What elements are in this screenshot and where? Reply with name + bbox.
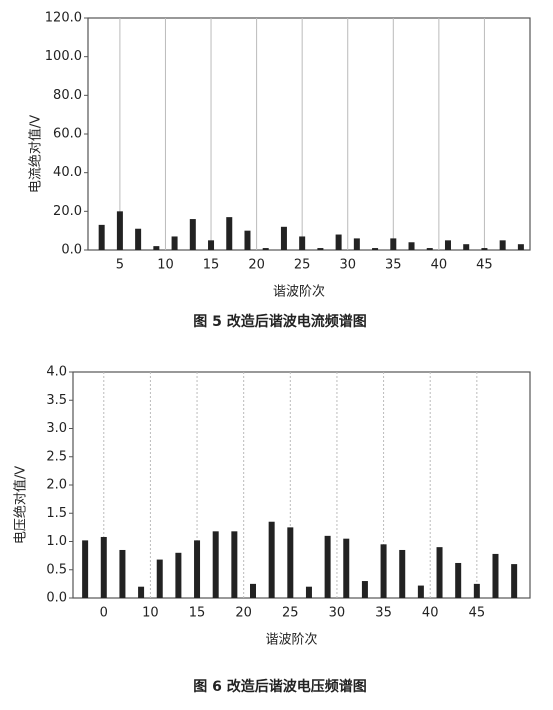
x-tick-label: 15 [189, 606, 206, 621]
x-axis-label: 谐波阶次 [265, 632, 317, 648]
x-tick-label: 35 [375, 606, 392, 621]
x-tick-label: 30 [329, 606, 346, 621]
bar [455, 562, 462, 598]
x-tick-label: 35 [385, 258, 402, 273]
bar [517, 244, 524, 250]
y-tick-label: 0.5 [46, 562, 67, 577]
bar [100, 536, 107, 598]
x-axis-label: 谐波阶次 [273, 284, 325, 300]
plot-area [72, 371, 531, 599]
bar [473, 583, 480, 598]
y-tick-label: 80.0 [53, 88, 82, 103]
bar [244, 230, 251, 250]
y-tick-label: 40.0 [53, 165, 82, 180]
x-tick-label: 10 [157, 258, 174, 273]
bar [135, 228, 142, 250]
bar [426, 248, 433, 250]
bar [175, 552, 182, 598]
y-tick-label: 4.0 [46, 365, 67, 380]
bar [171, 236, 178, 250]
y-tick-label: 1.0 [46, 534, 67, 549]
bar [119, 549, 126, 598]
bar [156, 559, 163, 598]
caption: 图 5 改造后谐波电流频谱图 [193, 313, 367, 330]
y-axis-label: 电压绝对值/V [13, 466, 29, 544]
x-tick-label: 5 [116, 258, 124, 273]
bar [280, 226, 287, 250]
bar [399, 549, 406, 598]
bar [463, 244, 470, 250]
x-tick-label: 0 [100, 606, 108, 621]
y-tick-label: 2.0 [46, 478, 67, 493]
caption: 图 6 改造后谐波电压频谱图 [193, 678, 367, 695]
bar [343, 538, 350, 598]
bar [231, 531, 238, 598]
bar [372, 248, 379, 250]
x-tick-label: 20 [235, 606, 252, 621]
x-tick-label: 40 [431, 258, 448, 273]
x-tick-label: 10 [142, 606, 159, 621]
y-tick-label: 120.0 [45, 11, 82, 26]
bar [287, 527, 294, 598]
y-tick-label: 2.5 [46, 449, 67, 464]
bar [153, 246, 160, 250]
bar [138, 586, 145, 598]
bar [511, 564, 518, 598]
x-tick-label: 45 [476, 258, 493, 273]
y-tick-label: 0.0 [61, 243, 82, 258]
x-tick-label: 40 [422, 606, 439, 621]
bar [189, 219, 196, 250]
y-tick-label: 0.0 [46, 591, 67, 606]
bar [317, 248, 324, 250]
bar [324, 535, 331, 598]
y-tick-label: 3.5 [46, 393, 67, 408]
bar [212, 531, 219, 598]
y-tick-label: 3.0 [46, 421, 67, 436]
bar [250, 583, 257, 598]
y-tick-label: 20.0 [53, 204, 82, 219]
bar [444, 240, 451, 250]
bar [305, 586, 312, 598]
bar [82, 540, 89, 598]
bar [353, 238, 360, 250]
plot-area [87, 17, 531, 251]
bar [226, 217, 233, 250]
bar [299, 236, 306, 250]
x-tick-label: 25 [282, 606, 299, 621]
bar [335, 234, 342, 250]
bar [361, 581, 368, 598]
bar [408, 242, 415, 250]
x-tick-label: 25 [294, 258, 311, 273]
bar [492, 553, 499, 598]
bar [390, 238, 397, 250]
bar [208, 240, 215, 250]
y-tick-label: 1.5 [46, 506, 67, 521]
bar [268, 521, 275, 598]
x-tick-label: 30 [339, 258, 356, 273]
bar [98, 224, 105, 250]
bar [417, 585, 424, 598]
bar [194, 540, 201, 598]
y-axis-label: 电流绝对值/V [28, 115, 44, 193]
bar [499, 240, 506, 250]
bar [436, 547, 443, 598]
bar [116, 211, 123, 250]
bar [481, 248, 488, 250]
x-tick-label: 15 [203, 258, 220, 273]
bar [380, 544, 387, 598]
y-tick-label: 60.0 [53, 127, 82, 142]
bar [262, 248, 269, 250]
x-tick-label: 45 [469, 606, 486, 621]
y-tick-label: 100.0 [45, 49, 82, 64]
x-tick-label: 20 [248, 258, 265, 273]
